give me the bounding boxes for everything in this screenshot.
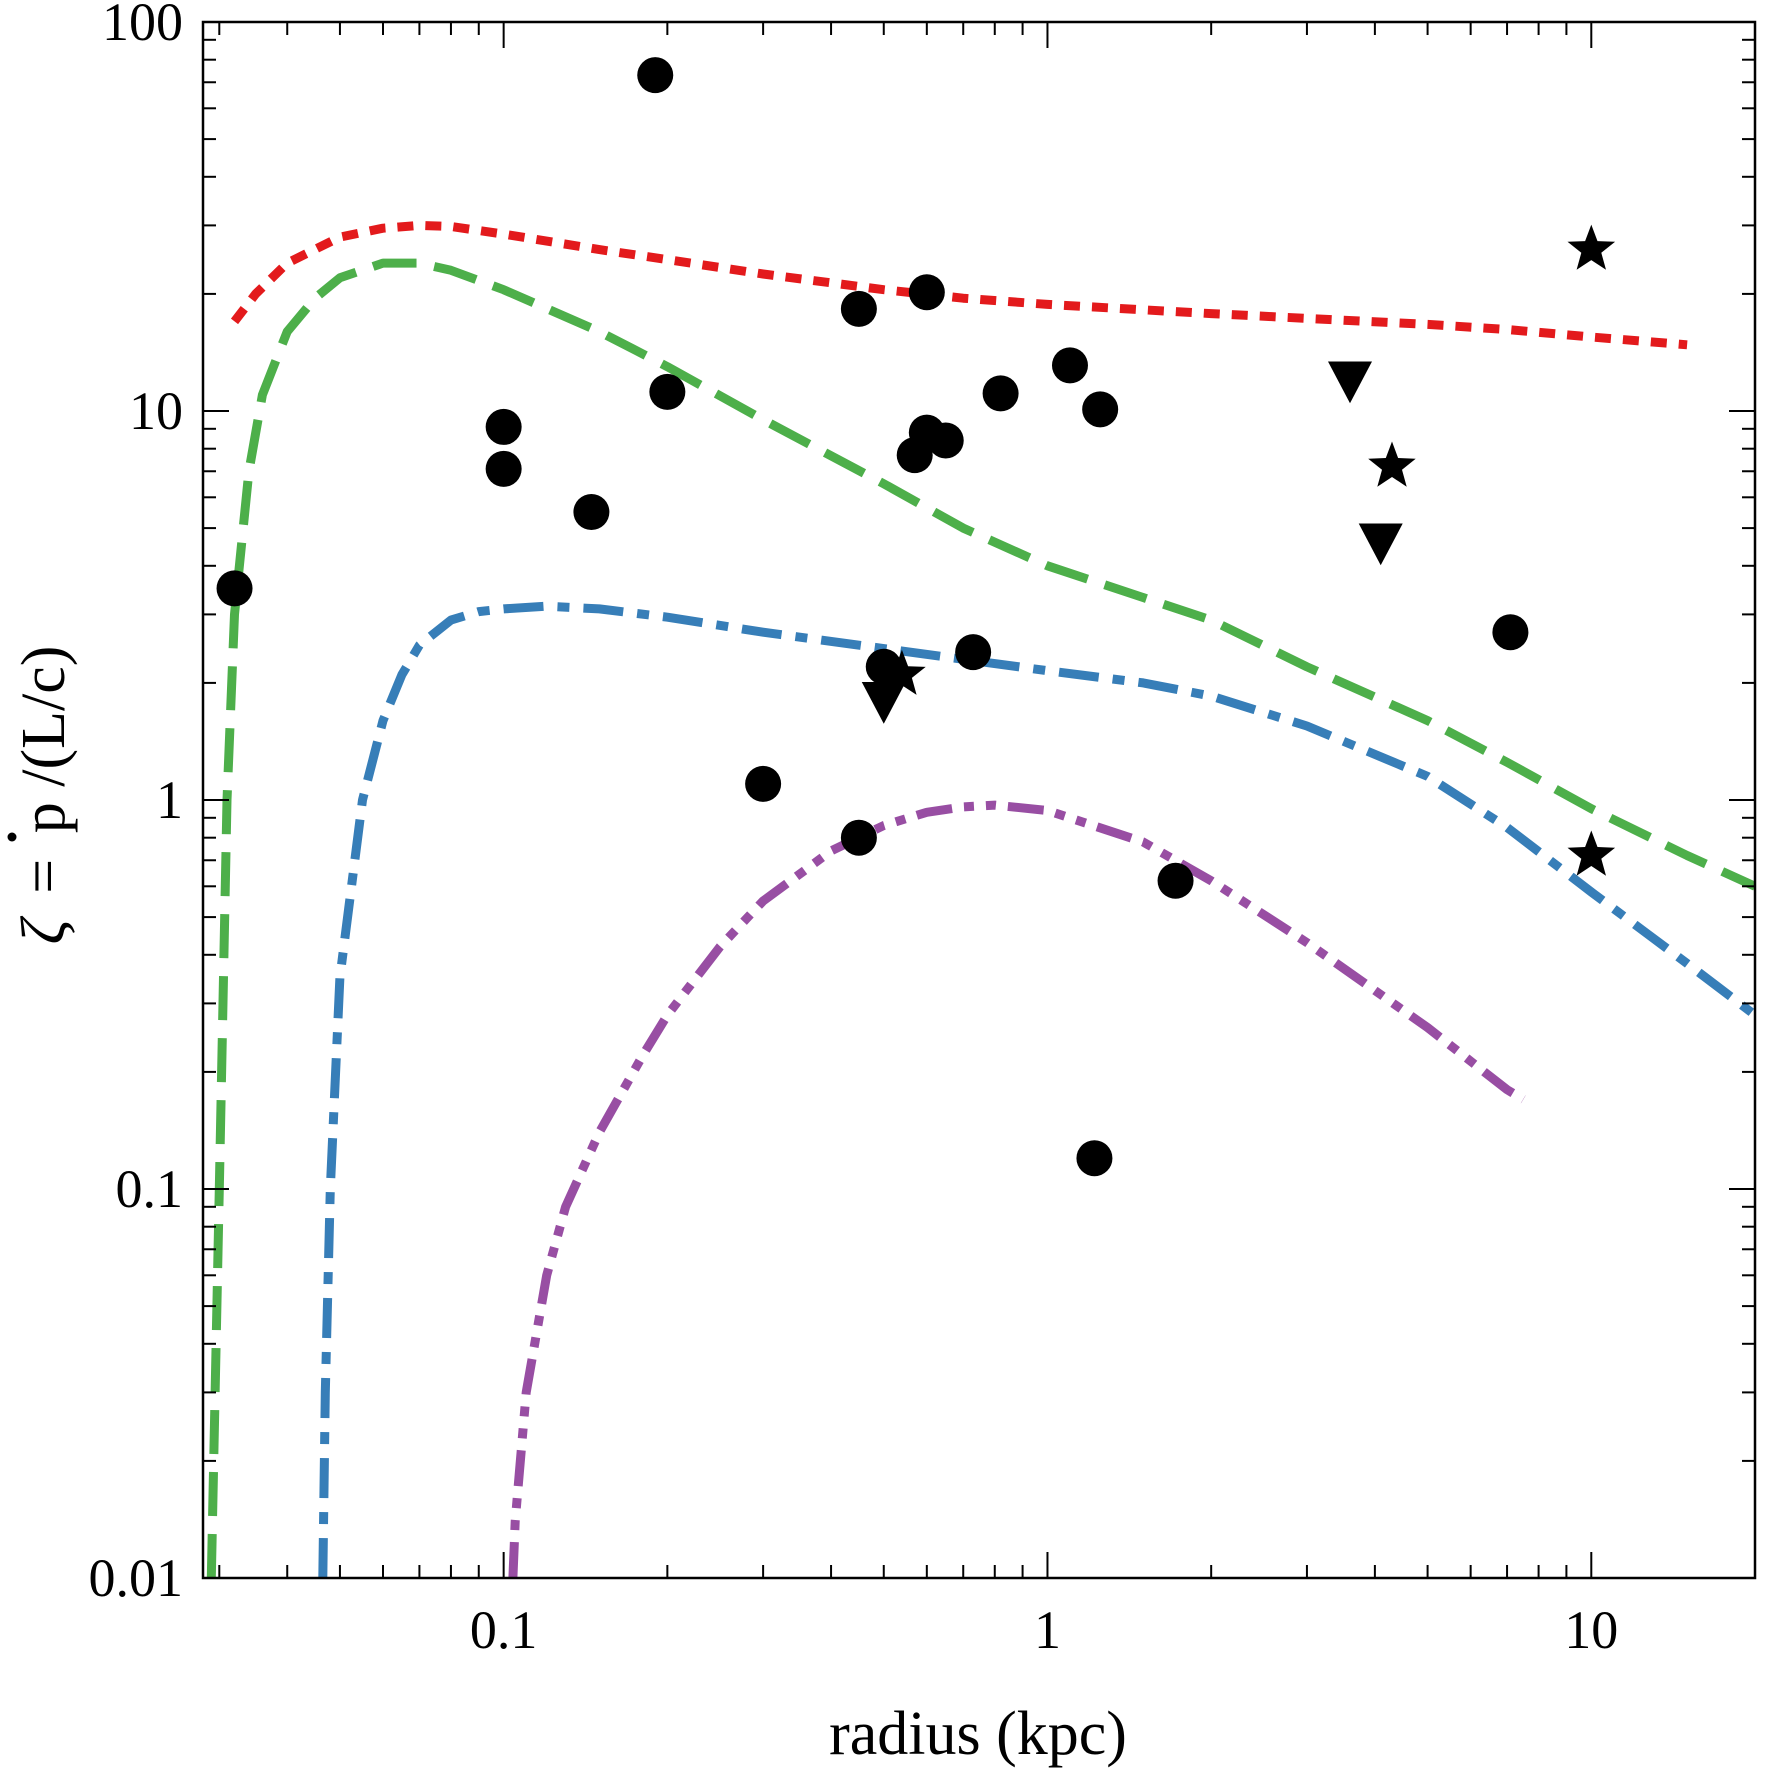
data-point-circle bbox=[485, 408, 522, 445]
data-point-circle bbox=[927, 422, 964, 459]
data-point-circle bbox=[637, 57, 674, 94]
y-tick-label: 1 bbox=[156, 770, 183, 830]
axis-ticks bbox=[203, 21, 1756, 1579]
y-axis-title-symbol: ζ bbox=[10, 915, 78, 944]
x-tick-labels: 0.1 1 10 bbox=[470, 1600, 1618, 1660]
x-tick-label: 1 bbox=[1034, 1600, 1061, 1660]
curve-green bbox=[206, 258, 1755, 1578]
x-tick-label: 0.1 bbox=[470, 1600, 538, 1660]
data-point-circle bbox=[982, 375, 1019, 412]
data-point-circle bbox=[1076, 1140, 1113, 1177]
data-point-circle bbox=[216, 570, 253, 607]
data-point-circle bbox=[573, 493, 610, 530]
x-axis-title: radius (kpc) bbox=[829, 1700, 1127, 1768]
curve-purple bbox=[508, 800, 1526, 1578]
data-point-circle bbox=[1051, 347, 1088, 384]
data-point-circle bbox=[1082, 391, 1119, 428]
data-markers bbox=[216, 57, 1616, 1177]
data-point-circle bbox=[745, 765, 782, 802]
y-tick-label: 100 bbox=[102, 0, 183, 52]
data-point-circle bbox=[840, 290, 877, 327]
y-tick-labels: 0.01 0.1 1 10 100 bbox=[89, 0, 184, 1608]
data-point-upper-limit bbox=[1358, 523, 1403, 566]
data-point-circle bbox=[908, 274, 945, 311]
data-point-star bbox=[878, 649, 926, 695]
data-point-star bbox=[1567, 830, 1616, 876]
plot-frame bbox=[201, 20, 1757, 1580]
curve-red bbox=[230, 220, 1688, 350]
y-axis-title: ζ = p /(L/c) bbox=[7, 646, 78, 945]
data-point-star bbox=[1368, 441, 1416, 487]
curve-blue bbox=[318, 601, 1755, 1578]
data-point-circle bbox=[1157, 862, 1194, 899]
y-tick-label: 0.01 bbox=[89, 1548, 184, 1608]
data-point-upper-limit bbox=[1328, 361, 1373, 404]
y-axis-title-pdot: p bbox=[10, 802, 78, 833]
y-axis-title-equals: = bbox=[10, 859, 78, 894]
model-curves bbox=[206, 220, 1755, 1578]
data-point-upper-limit bbox=[861, 681, 906, 724]
y-tick-label: 10 bbox=[129, 381, 183, 441]
data-point-star bbox=[1567, 224, 1616, 270]
y-axis-title-rest: /(L/c) bbox=[10, 646, 78, 787]
data-point-circle bbox=[955, 634, 992, 671]
y-tick-label: 0.1 bbox=[116, 1159, 184, 1219]
data-point-circle bbox=[1492, 614, 1529, 651]
y-axis-title-dot bbox=[7, 832, 17, 842]
data-point-circle bbox=[485, 450, 522, 487]
data-point-circle bbox=[649, 373, 686, 410]
x-tick-label: 10 bbox=[1564, 1600, 1618, 1660]
data-point-circle bbox=[840, 819, 877, 856]
svg-text:ζ = p /(L/c): ζ = p /(L/c) bbox=[10, 646, 78, 945]
